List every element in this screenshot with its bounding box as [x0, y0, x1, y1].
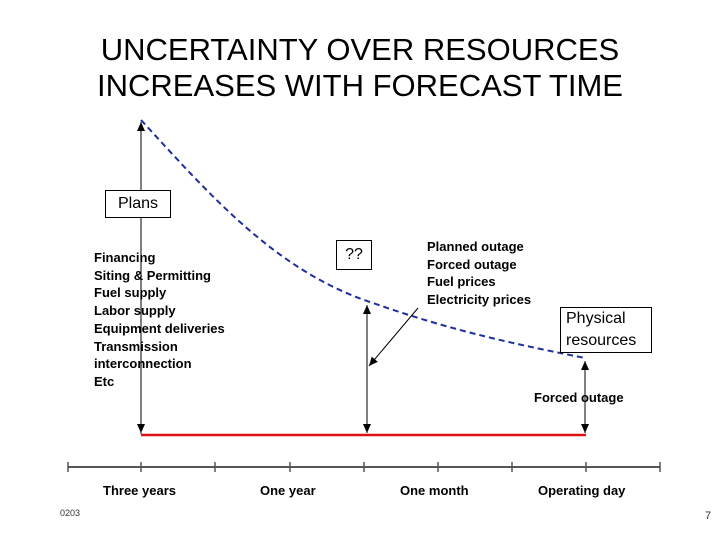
timeline-label-three-years: Three years [103, 483, 176, 498]
physical-resources-box: Physical resources [560, 307, 652, 353]
title-line-1: UNCERTAINTY OVER RESOURCES [100, 32, 620, 67]
list-item: Forced outage [427, 256, 517, 272]
list-item: Labor supply [94, 303, 176, 319]
unknown-box: ?? [336, 240, 372, 270]
plans-label: Plans [117, 195, 159, 212]
title-line-2: INCREASES WITH FORECAST TIME [97, 68, 623, 103]
slide-title: UNCERTAINTY OVER RESOURCES INCREASES WIT… [0, 32, 720, 104]
list-item: Equipment deliveries [94, 320, 225, 336]
page-number: 7 [705, 510, 712, 522]
plans-box: Plans [105, 190, 171, 218]
forced-outage-label: Forced outage [534, 389, 624, 407]
physical-label-line-2: resources [566, 332, 637, 349]
timeline-label-operating-day: Operating day [538, 483, 626, 498]
list-item: Planned outage [427, 239, 524, 254]
list-item: interconnection [94, 356, 192, 372]
list-item: Siting & Permitting [94, 267, 211, 283]
near-term-factors-list: Planned outage Forced outage Fuel prices… [427, 238, 531, 309]
unknown-label: ?? [345, 246, 363, 263]
list-item: Fuel prices [427, 274, 496, 290]
time-axis-ticks [67, 462, 661, 472]
list-item: Financing [94, 250, 156, 265]
footer-mark: 0203 [60, 508, 81, 518]
timeline-label-one-month: One month [400, 483, 469, 498]
list-item: Etc [94, 373, 115, 389]
factors-pointer-arrow [368, 307, 419, 367]
plans-factors-list: Financing Siting & Permitting Fuel suppl… [94, 249, 225, 391]
list-item: Electricity prices [427, 292, 532, 308]
list-item: Fuel supply [94, 285, 167, 301]
forced-outage-text: Forced outage [534, 390, 624, 405]
list-item: Transmission [94, 338, 178, 354]
physical-label-line-1: Physical [566, 310, 626, 327]
timeline-label-one-year: One year [260, 483, 316, 498]
